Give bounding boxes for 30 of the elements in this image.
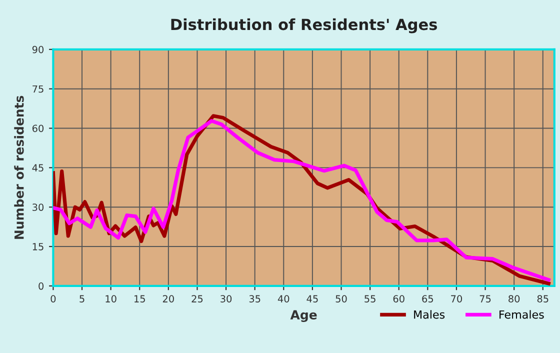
x-tick-label: 85 <box>537 295 548 302</box>
x-tick-label: 25 <box>192 295 203 302</box>
x-tick-label: 10 <box>106 295 116 302</box>
y-tick-label: 75 <box>32 85 44 93</box>
x-tick-label: 80 <box>508 295 520 302</box>
x-axis-title: Age <box>290 310 317 322</box>
legend-label: Males <box>414 310 445 319</box>
x-tick-label: 45 <box>306 295 318 302</box>
x-tick-label: 15 <box>134 295 145 302</box>
x-tick-label: 35 <box>249 295 260 302</box>
y-tick-label: 60 <box>32 124 44 132</box>
y-tick-label: 30 <box>32 204 44 211</box>
y-tick-label: 90 <box>32 46 44 54</box>
x-tick-label: 0 <box>50 295 56 302</box>
x-tick-label: 30 <box>220 295 232 302</box>
x-tick-label: 75 <box>480 295 491 302</box>
y-tick-label: 15 <box>32 243 44 250</box>
x-tick-label: 20 <box>162 295 174 302</box>
x-tick-label: 50 <box>336 295 347 302</box>
x-tick-label: 70 <box>451 295 462 302</box>
x-tick-label: 55 <box>364 295 376 302</box>
legend-label: Females <box>500 310 544 319</box>
x-tick-label: 60 <box>393 295 404 302</box>
y-tick-label: 0 <box>38 282 44 290</box>
chart-title: Distribution of Residents' Ages <box>171 18 437 34</box>
y-tick-label: 45 <box>32 164 44 172</box>
x-tick-label: 65 <box>422 295 433 302</box>
y-axis-title: Number of residents <box>14 96 24 239</box>
x-tick-label: 40 <box>278 295 290 302</box>
x-tick-label: 5 <box>80 295 84 302</box>
